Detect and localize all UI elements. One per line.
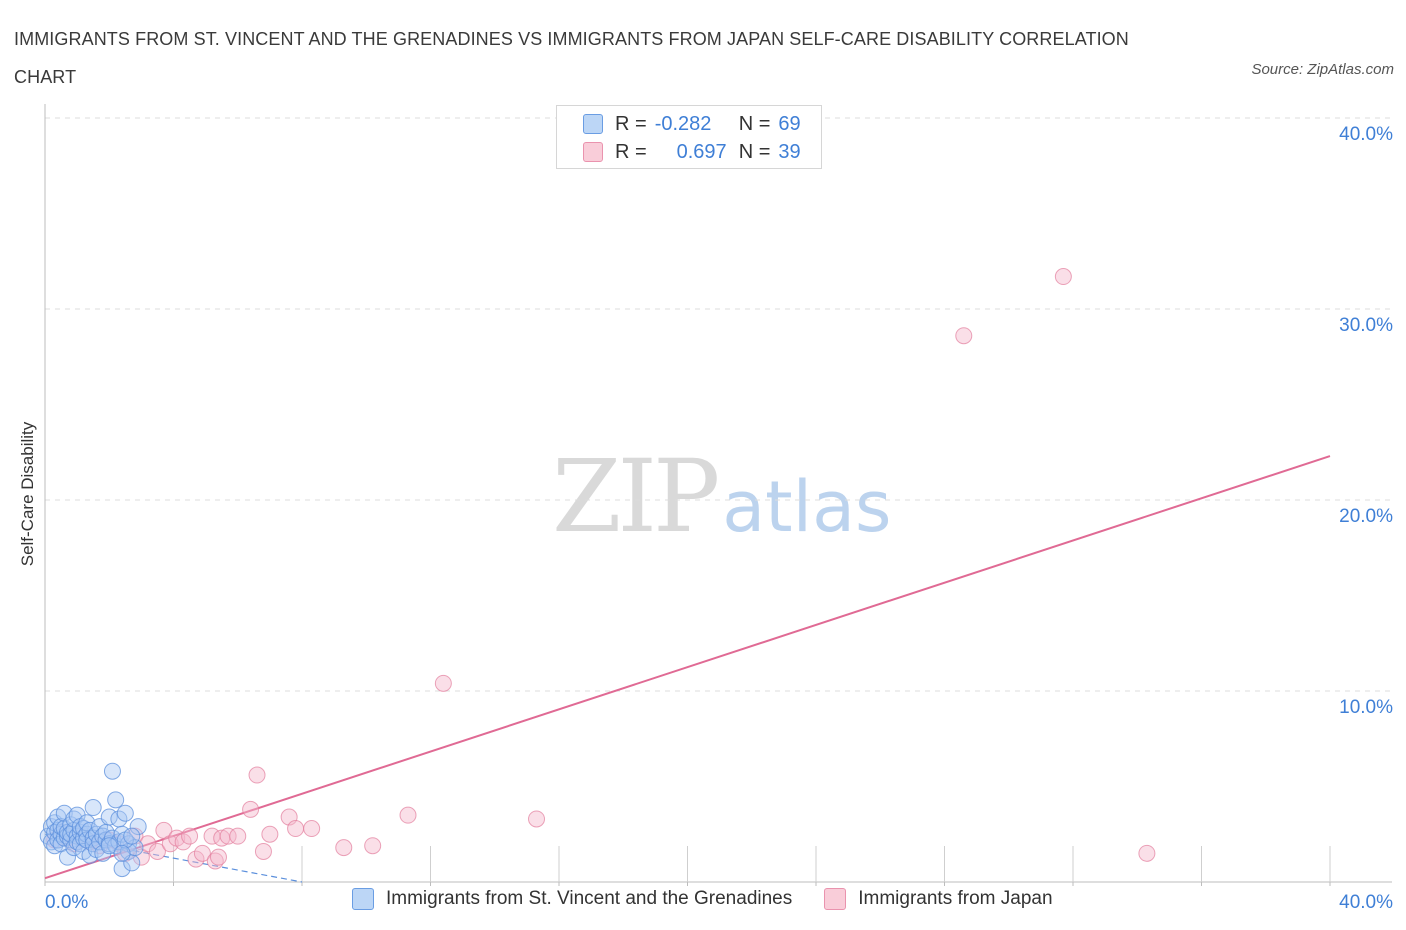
point-stvincent: [113, 844, 131, 862]
y-tick-label: 20.0%: [1339, 506, 1393, 527]
x-tick-label: 0.0%: [45, 892, 88, 913]
point-japan: [187, 850, 205, 868]
legend-item-label: Immigrants from Japan: [858, 888, 1053, 909]
legend-swatch-blue: [352, 888, 374, 910]
point-japan: [364, 837, 382, 855]
grid-lines: [45, 117, 1392, 692]
point-japan: [335, 839, 353, 857]
legend-item-stvincent[interactable]: Immigrants from St. Vincent and the Gren…: [352, 888, 792, 910]
y-tick-label: 30.0%: [1339, 315, 1393, 336]
point-stvincent: [116, 804, 134, 822]
legend-r-label: R =: [615, 112, 647, 135]
axes: [44, 104, 1392, 886]
y-tick-label: 40.0%: [1339, 124, 1393, 145]
point-stvincent: [129, 818, 147, 836]
point-japan: [399, 806, 417, 824]
watermark: ZIPatlas: [552, 438, 891, 555]
point-japan: [219, 827, 237, 845]
point-stvincent: [81, 846, 99, 864]
legend-n-label: N =: [738, 112, 771, 135]
point-japan: [434, 674, 452, 692]
point-japan: [209, 848, 227, 866]
point-japan: [287, 820, 305, 838]
watermark-atlas: atlas: [722, 466, 892, 548]
legend-item-japan[interactable]: Immigrants from Japan: [824, 888, 1053, 910]
legend-n-value: 39: [778, 140, 801, 163]
point-japan: [148, 842, 166, 860]
point-japan: [955, 327, 973, 345]
legend-row-japan: R = 0.697 N = 39: [583, 139, 801, 165]
legend-swatch-pink: [583, 142, 603, 162]
correlation-legend: R = -0.282 N = 69 R = 0.697 N = 39: [556, 105, 822, 169]
tick-labels: 10.0% 20.0% 30.0% 40.0% 0.0% 40.0%: [45, 124, 1393, 913]
point-stvincent: [100, 837, 118, 855]
point-stvincent: [58, 848, 76, 866]
point-stvincent: [123, 827, 141, 845]
trend-line-japan: [44, 455, 1331, 880]
series-legend: Immigrants from St. Vincent and the Gren…: [352, 888, 1085, 910]
legend-row-stvincent: R = -0.282 N = 69: [583, 111, 801, 137]
point-japan: [161, 835, 179, 853]
legend-item-label: Immigrants from St. Vincent and the Gren…: [386, 888, 793, 909]
legend-n-value: 69: [778, 112, 801, 135]
point-stvincent: [113, 860, 131, 878]
watermark-zip: ZIP: [552, 438, 720, 555]
legend-swatch-blue: [583, 114, 603, 134]
point-japan: [174, 833, 192, 851]
legend-r-label: R =: [615, 140, 647, 163]
legend-n-label: N =: [738, 140, 771, 163]
source-label: Source: ZipAtlas.com: [1251, 61, 1394, 78]
point-japan: [528, 810, 546, 828]
data-points: [39, 268, 1156, 878]
chart-title: IMMIGRANTS FROM ST. VINCENT AND THE GREN…: [14, 29, 1129, 87]
point-japan: [1138, 844, 1156, 862]
y-tick-label: 10.0%: [1339, 697, 1393, 718]
point-japan: [303, 820, 321, 838]
point-stvincent: [107, 791, 125, 809]
point-japan: [181, 827, 199, 845]
point-japan: [229, 827, 247, 845]
x-tick-label: 40.0%: [1339, 892, 1393, 913]
point-japan: [1054, 268, 1072, 286]
point-japan: [261, 825, 279, 843]
legend-swatch-pink: [824, 888, 847, 910]
point-japan: [254, 842, 272, 860]
legend-r-value: -0.282: [654, 112, 712, 135]
point-stvincent: [84, 799, 102, 817]
point-japan: [248, 766, 266, 784]
trend-lines: [44, 455, 1331, 883]
point-japan: [242, 800, 260, 818]
legend-r-value: 0.697: [676, 140, 727, 163]
point-japan: [193, 844, 211, 862]
point-stvincent: [103, 762, 121, 780]
